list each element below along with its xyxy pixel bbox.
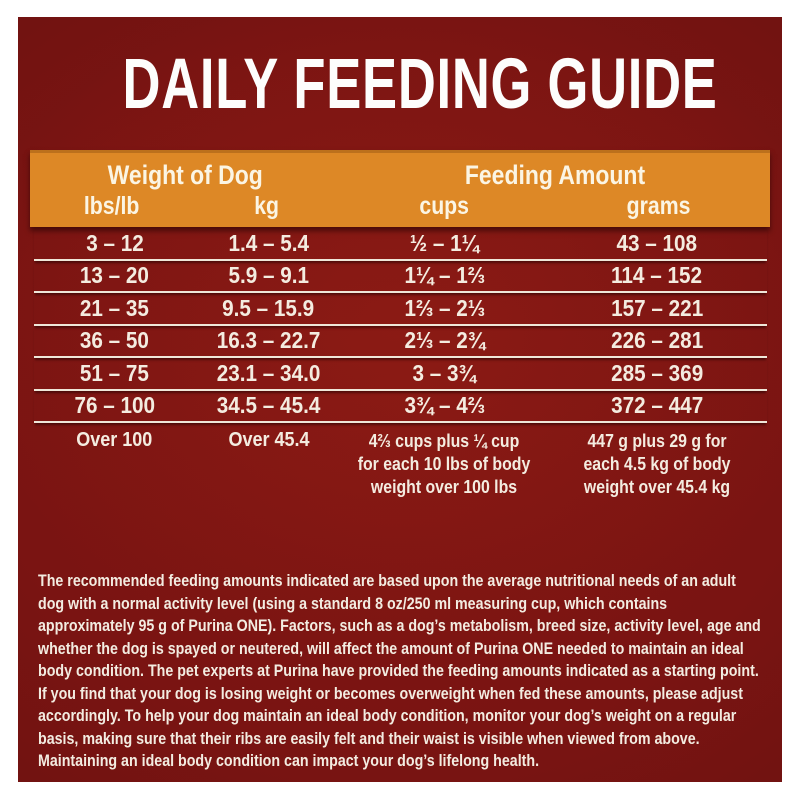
feeding-grams-value: 43 – 108 <box>616 229 698 256</box>
feeding-grams-value: 114 – 152 <box>611 262 703 289</box>
weight-lbs-value: Over 100 <box>76 429 153 451</box>
table-row: 76 – 100 34.5 – 45.4 3¾ – 4⅔ 372 – 447 <box>34 391 767 423</box>
table-row: 36 – 50 16.3 – 22.7 2⅓ – 2¾ 226 – 281 <box>34 326 767 358</box>
weight-lbs-value: 21 – 35 <box>80 294 150 321</box>
weight-lbs-value: 76 – 100 <box>74 392 155 419</box>
weight-kg-value: 1.4 – 5.4 <box>228 229 309 256</box>
feeding-grams-value: 372 – 447 <box>610 392 704 419</box>
feeding-cups-value: 1¼ – 1⅔ <box>404 262 485 289</box>
weight-kg-value: 9.5 – 15.9 <box>222 294 315 321</box>
group-header-row: Weight of Dog Feeding Amount <box>30 160 770 191</box>
weight-kg-value: 34.5 – 45.4 <box>216 392 321 419</box>
column-header-kg: kg <box>254 192 280 220</box>
weight-kg-value: 5.9 – 9.1 <box>228 262 309 289</box>
weight-lbs-value: 51 – 75 <box>80 359 150 386</box>
feeding-grams-value: 447 g plus 29 g for each 4.5 kg of body … <box>583 431 731 497</box>
column-header-row: lbs/lb kg cups grams <box>30 191 770 222</box>
feeding-grams-value: 157 – 221 <box>610 294 704 321</box>
weight-kg-value: 23.1 – 34.0 <box>216 359 321 386</box>
feeding-cups-value: 1⅔ – 2⅓ <box>404 294 485 321</box>
column-header-cups: cups <box>419 192 470 220</box>
feeding-grams-value: 285 – 369 <box>610 359 704 386</box>
feeding-guide-panel: DAILY FEEDING GUIDE Weight of Dog Feedin… <box>18 17 782 782</box>
column-header-grams: grams <box>627 192 691 220</box>
weight-lbs-value: 3 – 12 <box>85 229 144 256</box>
table-row: 21 – 35 9.5 – 15.9 1⅔ – 2⅓ 157 – 221 <box>34 293 767 326</box>
weight-lbs-value: 36 – 50 <box>80 327 150 354</box>
column-header-lbs: lbs/lb <box>83 192 140 220</box>
feeding-cups-value: 4⅔ cups plus ¼ cup for each 10 lbs of bo… <box>358 431 531 497</box>
group-header-weight-of-dog: Weight of Dog <box>107 160 263 190</box>
feeding-cups-value: 3¾ – 4⅔ <box>404 392 485 419</box>
page-title: DAILY FEEDING GUIDE <box>18 49 782 120</box>
weight-lbs-value: 13 – 20 <box>80 262 150 289</box>
feeding-grams-value: 226 – 281 <box>610 327 704 354</box>
feeding-cups-value: ½ – 1¼ <box>409 229 479 256</box>
weight-kg-value: Over 45.4 <box>228 429 310 451</box>
weight-kg-value: 16.3 – 22.7 <box>216 327 321 354</box>
table-row: 51 – 75 23.1 – 34.0 3 – 3¾ 285 – 369 <box>34 358 767 391</box>
feeding-cups-value: 2⅓ – 2¾ <box>404 327 485 354</box>
footnote-text: The recommended feeding amounts indicate… <box>38 572 761 770</box>
table-body: 3 – 12 1.4 – 5.4 ½ – 1¼ 43 – 108 13 – 20… <box>34 228 767 499</box>
table-header-bar: Weight of Dog Feeding Amount lbs/lb kg c… <box>30 150 770 227</box>
feeding-cups-value: 3 – 3¾ <box>412 359 477 386</box>
table-row-over-100: Over 100 Over 45.4 4⅔ cups plus ¼ cup fo… <box>34 423 767 499</box>
page-title-text: DAILY FEEDING GUIDE <box>122 45 718 124</box>
table-row: 3 – 12 1.4 – 5.4 ½ – 1¼ 43 – 108 <box>34 228 767 261</box>
group-header-feeding-amount: Feeding Amount <box>465 160 646 190</box>
table-row: 13 – 20 5.9 – 9.1 1¼ – 1⅔ 114 – 152 <box>34 261 767 293</box>
